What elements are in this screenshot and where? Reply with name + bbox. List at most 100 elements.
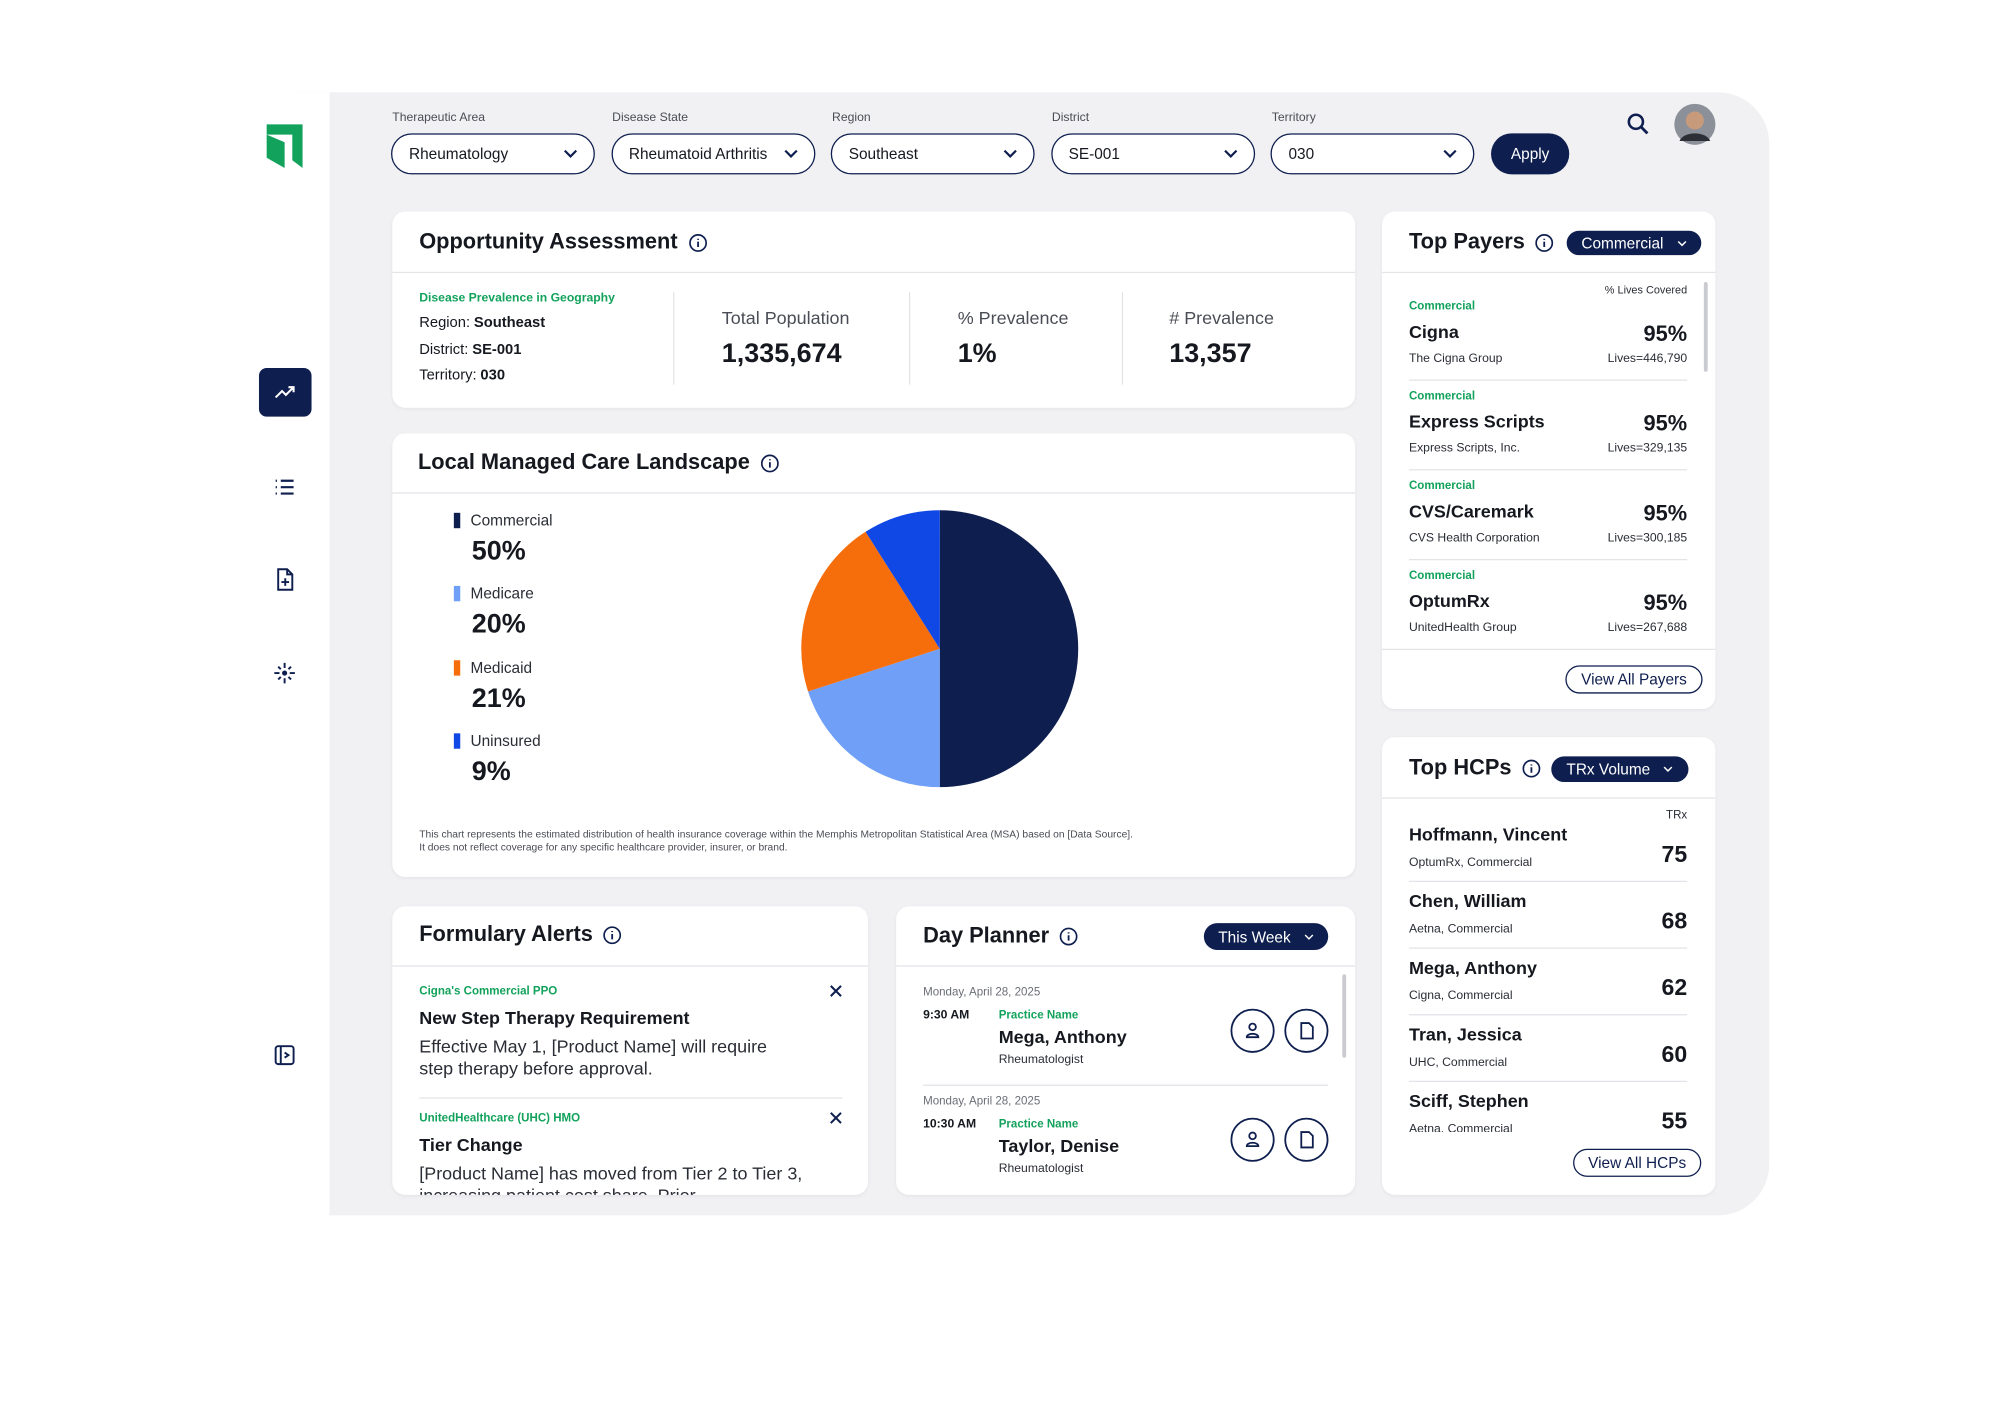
alert-body: [Product Name] has moved from Tier 2 to … — [419, 1162, 803, 1195]
legend-value: 21% — [471, 683, 526, 713]
card-title: Top Payers — [1409, 229, 1554, 255]
dropdown[interactable]: This Week — [1203, 923, 1329, 950]
button-icon — [1245, 1141, 1260, 1148]
icon-path — [1640, 125, 1649, 135]
geo-label: District: — [419, 341, 469, 358]
hcp-trx: 62 — [1661, 974, 1688, 1001]
dropdown[interactable]: Commercial — [1566, 230, 1702, 256]
info-icon[interactable] — [1535, 233, 1554, 252]
card-title: Formulary Alerts — [419, 922, 622, 948]
divider — [1408, 558, 1688, 561]
apply-button[interactable]: Apply — [1491, 133, 1570, 175]
nav-active[interactable] — [258, 367, 312, 417]
pie-chart — [801, 510, 1079, 788]
payer-lives: Lives=300,185 — [1607, 531, 1688, 546]
nav-trend-icon[interactable] — [272, 379, 298, 405]
filter-select[interactable]: Rheumatology — [391, 133, 595, 175]
legend-swatch — [453, 586, 461, 602]
dropdown[interactable]: TRx Volume — [1551, 756, 1689, 783]
nav-doc-icon[interactable] — [272, 567, 298, 593]
nav-spark-icon[interactable] — [272, 660, 298, 686]
button[interactable]: View All Payers — [1565, 665, 1703, 694]
card-title-text: Opportunity Assessment — [419, 229, 678, 254]
filter-select[interactable]: SE-001 — [1050, 133, 1255, 175]
info-icon[interactable] — [688, 233, 707, 252]
planner-practice: Practice Name — [998, 1117, 1079, 1131]
hcp-clip: Hoffmann, Vincent OptumRx, Commercial Chen… — [1382, 821, 1715, 1132]
document-button[interactable] — [1283, 1008, 1329, 1054]
info-icon[interactable] — [760, 453, 779, 472]
divider — [908, 292, 911, 385]
chevron — [1663, 766, 1673, 772]
legend-value: 20% — [471, 609, 526, 640]
geo-value: Southeast — [473, 315, 546, 331]
pie-slice — [939, 510, 1079, 788]
button-ring — [1284, 1117, 1329, 1162]
legend-swatch — [453, 733, 461, 749]
planner-specialty: Rheumatologist — [998, 1052, 1084, 1068]
nav-list-icon[interactable] — [272, 474, 298, 500]
icon-path — [274, 1045, 295, 1066]
logo — [266, 124, 303, 168]
chevron-path — [1677, 240, 1686, 246]
payer-parent: The Cigna Group — [1408, 351, 1503, 366]
scrollbar — [1703, 282, 1708, 372]
chevron-path — [783, 149, 797, 158]
filter-select[interactable]: Southeast — [830, 133, 1035, 175]
divider — [1121, 292, 1124, 385]
info-circle — [760, 453, 779, 472]
geo-label: Territory: — [419, 368, 477, 384]
hcp-trx: 60 — [1661, 1041, 1688, 1067]
payer-pct: 95% — [1643, 590, 1688, 616]
chevron — [1003, 149, 1017, 158]
icon-path — [274, 386, 295, 399]
payer-pct: 95% — [1643, 411, 1688, 436]
filter-select[interactable]: Rheumatoid Arthritis — [610, 133, 815, 175]
filter-select[interactable]: 030 — [1270, 133, 1475, 175]
profile-button[interactable] — [1229, 1117, 1275, 1163]
hcp-name: Sciff, Stephen — [1408, 1090, 1529, 1112]
geo-value: SE-001 — [472, 341, 522, 358]
chart-note: It does not reflect coverage for any spe… — [419, 841, 788, 853]
hcp-trx: 75 — [1661, 841, 1688, 867]
hcp-detail: Cigna, Commercial — [1408, 988, 1513, 1003]
close-icon[interactable] — [829, 1112, 842, 1125]
info-icon[interactable] — [603, 925, 622, 944]
pie-slice — [865, 510, 940, 649]
document-button[interactable] — [1283, 1117, 1329, 1163]
metric-value: 13,357 — [1169, 338, 1252, 369]
chevron — [1443, 149, 1457, 158]
button[interactable]: View All HCPs — [1573, 1148, 1702, 1177]
chevron-path — [1223, 149, 1237, 158]
alert-plan: Cigna's Commercial PPO — [419, 984, 558, 997]
card — [1382, 737, 1716, 1195]
avatar[interactable] — [1673, 103, 1717, 147]
nav-panel-icon[interactable] — [272, 1042, 298, 1068]
payer-segment: Commercial — [1408, 568, 1476, 582]
scrollbar — [1342, 974, 1347, 1058]
metric-value: 1% — [957, 338, 997, 369]
card-title: Top HCPs — [1409, 755, 1541, 781]
chevron-path — [1304, 933, 1313, 940]
search-icon[interactable] — [1626, 112, 1652, 138]
divider — [896, 965, 1356, 967]
info-icon[interactable] — [1059, 926, 1078, 945]
icon-path — [275, 479, 294, 495]
planner-practice: Practice Name — [998, 1008, 1079, 1022]
close-icon[interactable] — [829, 985, 842, 998]
pie-slice — [801, 531, 940, 692]
card-title: Day Planner — [923, 923, 1078, 949]
payer-pct: 95% — [1643, 321, 1688, 346]
planner-name: Mega, Anthony — [998, 1026, 1127, 1047]
info-icon[interactable] — [1522, 758, 1541, 777]
profile-button[interactable] — [1229, 1008, 1275, 1054]
card-title-text: Top HCPs — [1408, 755, 1512, 780]
alert-title: Tier Change — [419, 1134, 523, 1155]
card-title-text: Formulary Alerts — [419, 921, 593, 947]
legend-label: Commercial — [470, 511, 553, 530]
column-header: % Lives Covered — [1604, 283, 1688, 297]
card-title-text: Top Payers — [1408, 229, 1525, 254]
avatar-face — [1685, 111, 1704, 130]
